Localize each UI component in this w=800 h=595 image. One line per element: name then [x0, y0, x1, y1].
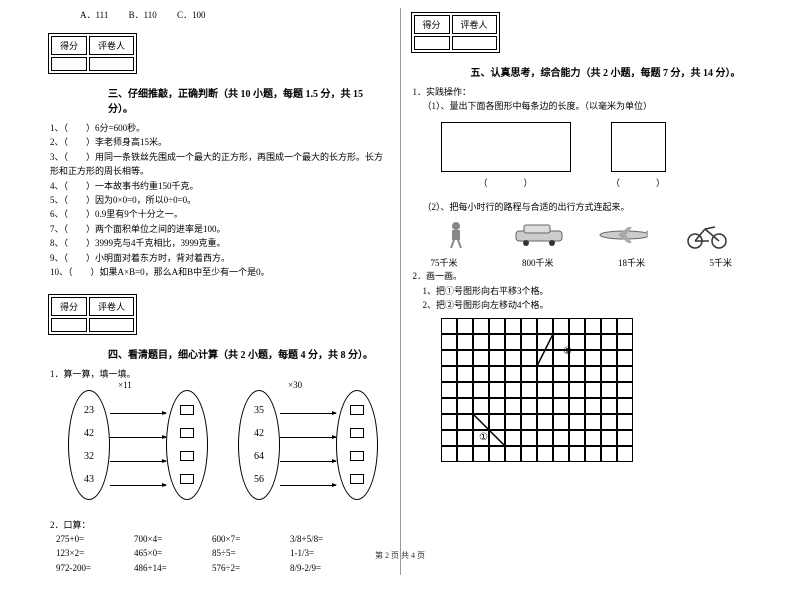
- judge-item: 3、（ ）用同一条铁丝先围成一个最大的正方形，再围成一个最大的长方形。长方形和正…: [50, 150, 390, 179]
- mc-options: A．111 B．110 C．100: [48, 8, 390, 21]
- arrows-2: [280, 390, 336, 510]
- q4-2-label: 2．口算：: [50, 518, 390, 532]
- grid-shapes: ② ①: [441, 318, 633, 462]
- distances-row: 75千米800千米18千米5千米: [431, 256, 733, 269]
- oval-left-2: 35426456: [238, 390, 280, 500]
- oval-right-2: [336, 390, 378, 500]
- rect-1: [441, 122, 571, 172]
- score-box-5: 得分评卷人: [411, 12, 500, 53]
- score-box-4: 得分评卷人: [48, 294, 137, 335]
- q5-1-1: （1）、量出下面各图形中每条边的长度。（以毫米为单位）: [423, 99, 753, 113]
- paren-row: （ ） （ ）: [441, 176, 753, 189]
- q5-2-label: 2．画一画。: [413, 269, 753, 283]
- shape-2-label: ②: [563, 346, 572, 357]
- q5-2-2: 2、把②号图形向左移动4个格。: [423, 298, 753, 312]
- judge-item: 8、（ ）3999克与4千克相比，3999克重。: [50, 236, 390, 250]
- column-divider: [400, 8, 401, 575]
- calc-diagram: ×11 23423243 ×30 35426456: [68, 390, 390, 510]
- arrows-1: [110, 390, 166, 510]
- transport-row: [431, 220, 733, 250]
- judge-list: 1、（ ）6分=600秒。2、（ ）李老师身高15米。3、（ ）用同一条铁丝先围…: [48, 121, 390, 279]
- rect-2: [611, 122, 666, 172]
- grader-label: 评卷人: [89, 36, 134, 55]
- score-label: 得分: [51, 36, 87, 55]
- q5-1-2: （2）、把每小时行的路程与合适的出行方式连起来。: [423, 200, 753, 214]
- judge-item: 9、（ ）小明面对着东方时，背对着西方。: [50, 251, 390, 265]
- plane-icon: [598, 220, 648, 250]
- measure-rects: [441, 122, 753, 172]
- judge-item: 7、（ ）两个面积单位之间的进率是100。: [50, 222, 390, 236]
- mult-label-1: ×11: [118, 380, 132, 390]
- q5-2-1: 1、把①号图形向右平移3个格。: [423, 284, 753, 298]
- walk-icon: [431, 220, 481, 250]
- shape-1-label: ①: [479, 432, 488, 443]
- section4-title: 四、看清题目，细心计算（共 2 小题，每题 4 分，共 8 分）。: [108, 346, 390, 361]
- judge-item: 2、（ ）李老师身高15米。: [50, 135, 390, 149]
- grid-area: ② ①: [441, 318, 753, 462]
- calc-group-2: ×30 35426456: [238, 390, 378, 510]
- judge-item: 10、（ ）如果A×B=0，那么A和B中至少有一个是0。: [50, 265, 390, 279]
- oval-right-1: [166, 390, 208, 500]
- judge-item: 1、（ ）6分=600秒。: [50, 121, 390, 135]
- q4-1-label: 1．算一算，填一填。: [50, 367, 390, 381]
- section3-title: 三、仔细推敲，正确判断（共 10 小题，每题 1.5 分，共 15 分）。: [108, 85, 390, 115]
- page-footer: 第 2 页 共 4 页: [0, 550, 800, 561]
- mult-label-2: ×30: [288, 380, 302, 390]
- judge-item: 5、（ ）因为0×0=0，所以0÷0=0。: [50, 193, 390, 207]
- opt-c: C．100: [177, 10, 206, 20]
- calc-group-1: ×11 23423243: [68, 390, 208, 510]
- car-icon: [514, 220, 564, 250]
- judge-item: 4、（ ）一本故事书约重150千克。: [50, 179, 390, 193]
- judge-item: 6、（ ）0.9里有9个十分之一。: [50, 207, 390, 221]
- opt-b: B．110: [129, 10, 157, 20]
- q5-1-label: 1．实践操作：: [413, 85, 753, 99]
- section5-title: 五、认真思考，综合能力（共 2 小题，每题 7 分，共 14 分）。: [471, 64, 753, 79]
- opt-a: A．111: [80, 10, 108, 20]
- bike-icon: [682, 220, 732, 250]
- score-box-3: 得分评卷人: [48, 33, 137, 74]
- oval-left-1: 23423243: [68, 390, 110, 500]
